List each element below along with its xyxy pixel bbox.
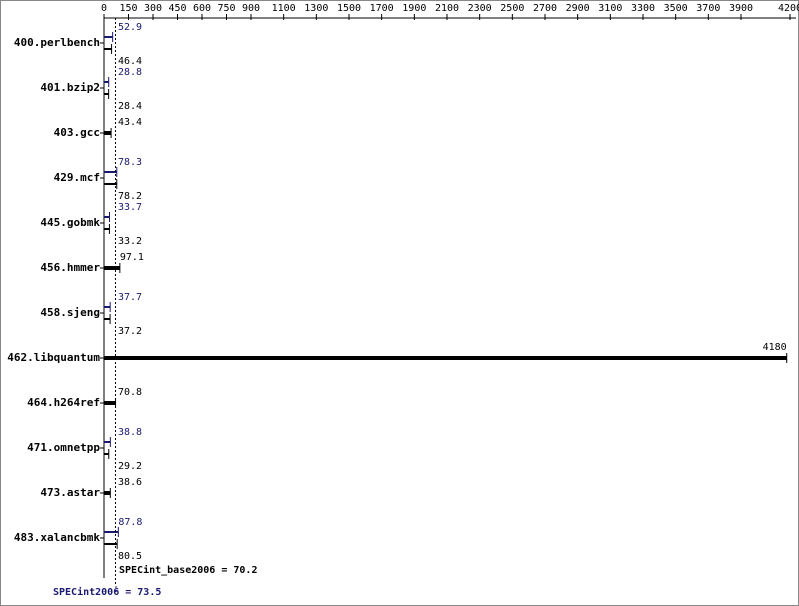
bar [104,93,109,95]
value-label: 33.2 [118,236,142,247]
value-label: 78.3 [118,157,142,168]
bar [104,531,119,533]
bar [104,491,111,495]
bar [104,318,111,320]
category-label: 401.bzip2 [40,81,100,94]
category-label: 429.mcf [54,171,100,184]
x-tick-label: 3700 [696,3,720,14]
x-tick-label: 4200 [778,3,799,14]
x-tick-label: 1700 [370,3,394,14]
x-tick-label: 2500 [500,3,524,14]
bar [104,453,109,455]
summary-label: SPECint2006 = 73.5 [53,586,161,598]
x-tick-label: 600 [193,3,211,14]
value-label: 78.2 [118,191,142,202]
x-tick-label: 0 [101,3,107,14]
bar [104,266,120,270]
bar [104,36,113,38]
x-tick-label: 1100 [272,3,296,14]
x-tick-label: 3300 [631,3,655,14]
bar [104,228,110,230]
category-label: 464.h264ref [27,396,100,409]
value-label: 4180 [763,342,787,353]
value-label: 28.8 [118,67,142,78]
bar [104,131,112,135]
x-tick-label: 2900 [566,3,590,14]
x-tick-label: 300 [144,3,162,14]
x-tick-label: 150 [119,3,137,14]
summary-label: SPECint_base2006 = 70.2 [119,564,257,576]
bar [104,81,109,83]
bar [104,171,117,173]
x-tick-label: 450 [168,3,186,14]
value-label: 46.4 [118,56,142,67]
category-label: 462.libquantum [7,351,100,364]
value-label: 52.9 [118,22,142,33]
category-label: 445.gobmk [40,216,100,229]
category-label: 400.perlbench [14,36,100,49]
value-label: 87.8 [118,517,142,528]
bar [104,401,116,405]
category-label: 403.gcc [54,126,100,139]
x-tick-label: 1900 [402,3,426,14]
bar [104,48,112,50]
x-tick-label: 3100 [598,3,622,14]
x-tick-label: 750 [217,3,235,14]
bar [104,543,118,545]
bar [104,183,117,185]
value-label: 29.2 [118,461,142,472]
value-label: 38.8 [118,427,142,438]
x-tick-label: 1500 [337,3,361,14]
bar [104,441,111,443]
value-label: 33.7 [118,202,142,213]
bar [104,216,110,218]
bar [104,306,111,308]
bar [104,356,787,360]
x-tick-label: 2300 [468,3,492,14]
value-label: 80.5 [118,551,142,562]
value-label: 70.8 [118,387,142,398]
category-label: 456.hmmer [40,261,100,274]
value-label: 28.4 [118,101,142,112]
value-label: 97.1 [120,252,144,263]
x-tick-label: 3900 [729,3,753,14]
x-tick-label: 900 [242,3,260,14]
x-tick-label: 2100 [435,3,459,14]
category-label: 458.sjeng [40,306,100,319]
value-label: 37.7 [118,292,142,303]
category-label: 483.xalancbmk [14,531,100,544]
x-tick-label: 2700 [533,3,557,14]
x-tick-label: 1300 [304,3,328,14]
x-tick-label: 3500 [664,3,688,14]
value-label: 37.2 [118,326,142,337]
category-label: 471.omnetpp [27,441,100,454]
value-label: 38.6 [118,477,142,488]
category-label: 473.astar [40,486,100,499]
value-label: 43.4 [118,117,142,128]
